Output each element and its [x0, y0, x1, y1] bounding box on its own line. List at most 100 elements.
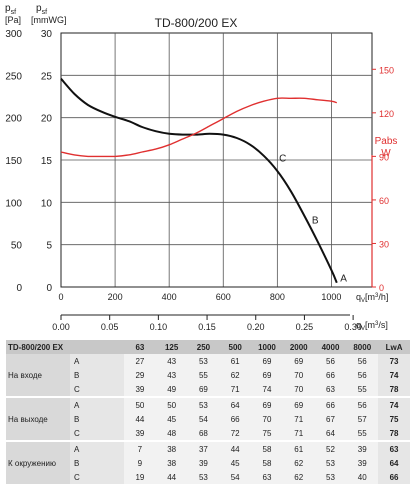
- band-value-cell: 64: [314, 426, 347, 441]
- band-value-cell: 53: [187, 470, 220, 484]
- lwa-value-cell: 78: [378, 382, 410, 397]
- row-label: A: [70, 440, 125, 456]
- row-label: C: [70, 426, 125, 441]
- y-tick-label-pa: 50: [11, 241, 23, 252]
- power-axis-label: Pabs: [375, 136, 398, 147]
- band-value-cell: 58: [251, 456, 283, 470]
- lwa-value-cell: 74: [378, 368, 410, 382]
- band-value-cell: 71: [282, 412, 315, 426]
- band-value-cell: 69: [251, 354, 283, 368]
- mmwg-axis-symbol: psf: [36, 3, 47, 16]
- pa-axis-symbol: psf: [5, 3, 16, 16]
- band-value-cell: 44: [155, 470, 188, 484]
- band-value-cell: 29: [124, 368, 156, 382]
- lwa-value-cell: 66: [378, 470, 410, 484]
- band-value-cell: 62: [282, 470, 315, 484]
- sound-power-table: TD-800/200 EX 63 125 250 500 1000 2000 4…: [6, 340, 410, 484]
- band-value-cell: 68: [187, 426, 220, 441]
- y-tick-label-mmwg: 30: [41, 29, 53, 40]
- band-value-cell: 53: [314, 470, 347, 484]
- y-tick-label-pa: 100: [5, 198, 22, 209]
- series-layer: [60, 78, 338, 284]
- power-axis-unit: W: [381, 148, 391, 159]
- table-row: B 44 45 54 66 70 71 67 57 75: [6, 412, 410, 426]
- power-tick-label: 60: [379, 196, 389, 206]
- fan-performance-chart: TD-800/200 EX psf [Pa] psf [mmWG] Pabs W…: [5, 3, 398, 332]
- band-value-cell: 38: [155, 456, 188, 470]
- power-tick-label: 30: [379, 239, 389, 249]
- x-axis-label-m3h: qV[m3/h]: [356, 292, 388, 304]
- band-value-cell: 63: [251, 470, 283, 484]
- band-value-cell: 44: [124, 412, 156, 426]
- table-row: B 9 38 39 45 58 62 53 39 64: [6, 456, 410, 470]
- band-value-cell: 9: [124, 456, 156, 470]
- pa-axis-unit: [Pa]: [5, 15, 21, 25]
- band-header: 500: [219, 340, 252, 354]
- power-tick-label: 0: [379, 283, 384, 293]
- band-header: 63: [124, 340, 156, 354]
- band-value-cell: 39: [346, 440, 379, 456]
- band-value-cell: 43: [155, 354, 188, 368]
- band-value-cell: 63: [314, 382, 347, 397]
- band-value-cell: 45: [219, 456, 252, 470]
- band-value-cell: 54: [219, 470, 252, 484]
- band-value-cell: 43: [155, 368, 188, 382]
- band-value-cell: 55: [346, 426, 379, 441]
- row-label: B: [70, 412, 125, 426]
- y-tick-label-pa: 300: [5, 29, 22, 40]
- band-header: 4000: [314, 340, 347, 354]
- table-row: На входе A 27 43 53 61 69 69 56 56 73: [6, 354, 410, 397]
- band-value-cell: 62: [219, 368, 252, 382]
- curve-point-label: B: [312, 215, 319, 226]
- power-curve: [60, 97, 338, 158]
- x-tick-label-m3s: 0.05: [101, 322, 119, 332]
- band-value-cell: 71: [219, 382, 252, 397]
- mmwg-axis-unit: [mmWG]: [31, 15, 67, 25]
- table-row: B 29 43 55 62 69 70 66 56 74: [6, 368, 410, 382]
- band-value-cell: 75: [251, 426, 283, 441]
- y-tick-label-mmwg: 15: [41, 156, 53, 167]
- lwa-value-cell: 63: [378, 440, 410, 456]
- row-label: C: [70, 382, 125, 397]
- table-row: C 19 44 53 54 63 62 53 40 66: [6, 470, 410, 484]
- band-value-cell: 54: [187, 412, 220, 426]
- table-row: К окружению A 7 38 37 44 58 61 52 39 63: [6, 440, 410, 484]
- band-value-cell: 37: [187, 440, 220, 456]
- lwa-value-cell: 75: [378, 412, 410, 426]
- row-label: C: [70, 470, 125, 484]
- band-value-cell: 69: [251, 396, 283, 412]
- axis-ticks: 0 200 400 600 800 100005010015020025030005101…: [5, 29, 394, 332]
- band-value-cell: 70: [282, 368, 315, 382]
- y-tick-label-pa: 200: [5, 114, 22, 125]
- band-value-cell: 45: [155, 412, 188, 426]
- band-value-cell: 39: [346, 456, 379, 470]
- chart-title: TD-800/200 EX: [155, 16, 238, 30]
- band-value-cell: 56: [346, 368, 379, 382]
- band-value-cell: 55: [346, 382, 379, 397]
- band-value-cell: 48: [155, 426, 188, 441]
- band-value-cell: 70: [282, 382, 315, 397]
- y-tick-label-mmwg: 25: [41, 71, 53, 82]
- pressure-curve: [60, 78, 338, 284]
- band-value-cell: 53: [187, 354, 220, 368]
- band-value-cell: 50: [124, 396, 156, 412]
- x-tick-label-m3h: 400: [162, 292, 177, 302]
- band-value-cell: 56: [314, 354, 347, 368]
- table-row: На выходе A 50 50 53 64 69 69 66 56 74: [6, 396, 410, 441]
- band-value-cell: 67: [314, 412, 347, 426]
- lwa-value-cell: 73: [378, 354, 410, 368]
- x-tick-label-m3s: 0.20: [247, 322, 265, 332]
- x-tick-label-m3s: 0.25: [296, 322, 314, 332]
- table-model-header: TD-800/200 EX: [6, 340, 125, 354]
- lwa-value-cell: 64: [378, 456, 410, 470]
- band-value-cell: 38: [155, 440, 188, 456]
- band-value-cell: 71: [282, 426, 315, 441]
- band-value-cell: 74: [251, 382, 283, 397]
- band-value-cell: 69: [251, 368, 283, 382]
- band-value-cell: 56: [346, 396, 379, 412]
- x-tick-label-m3h: 800: [270, 292, 285, 302]
- x-tick-label-m3h: 200: [108, 292, 123, 302]
- group-label: К окружению: [6, 440, 70, 484]
- band-value-cell: 61: [282, 440, 315, 456]
- x-tick-label-m3s: 0.30: [344, 322, 362, 332]
